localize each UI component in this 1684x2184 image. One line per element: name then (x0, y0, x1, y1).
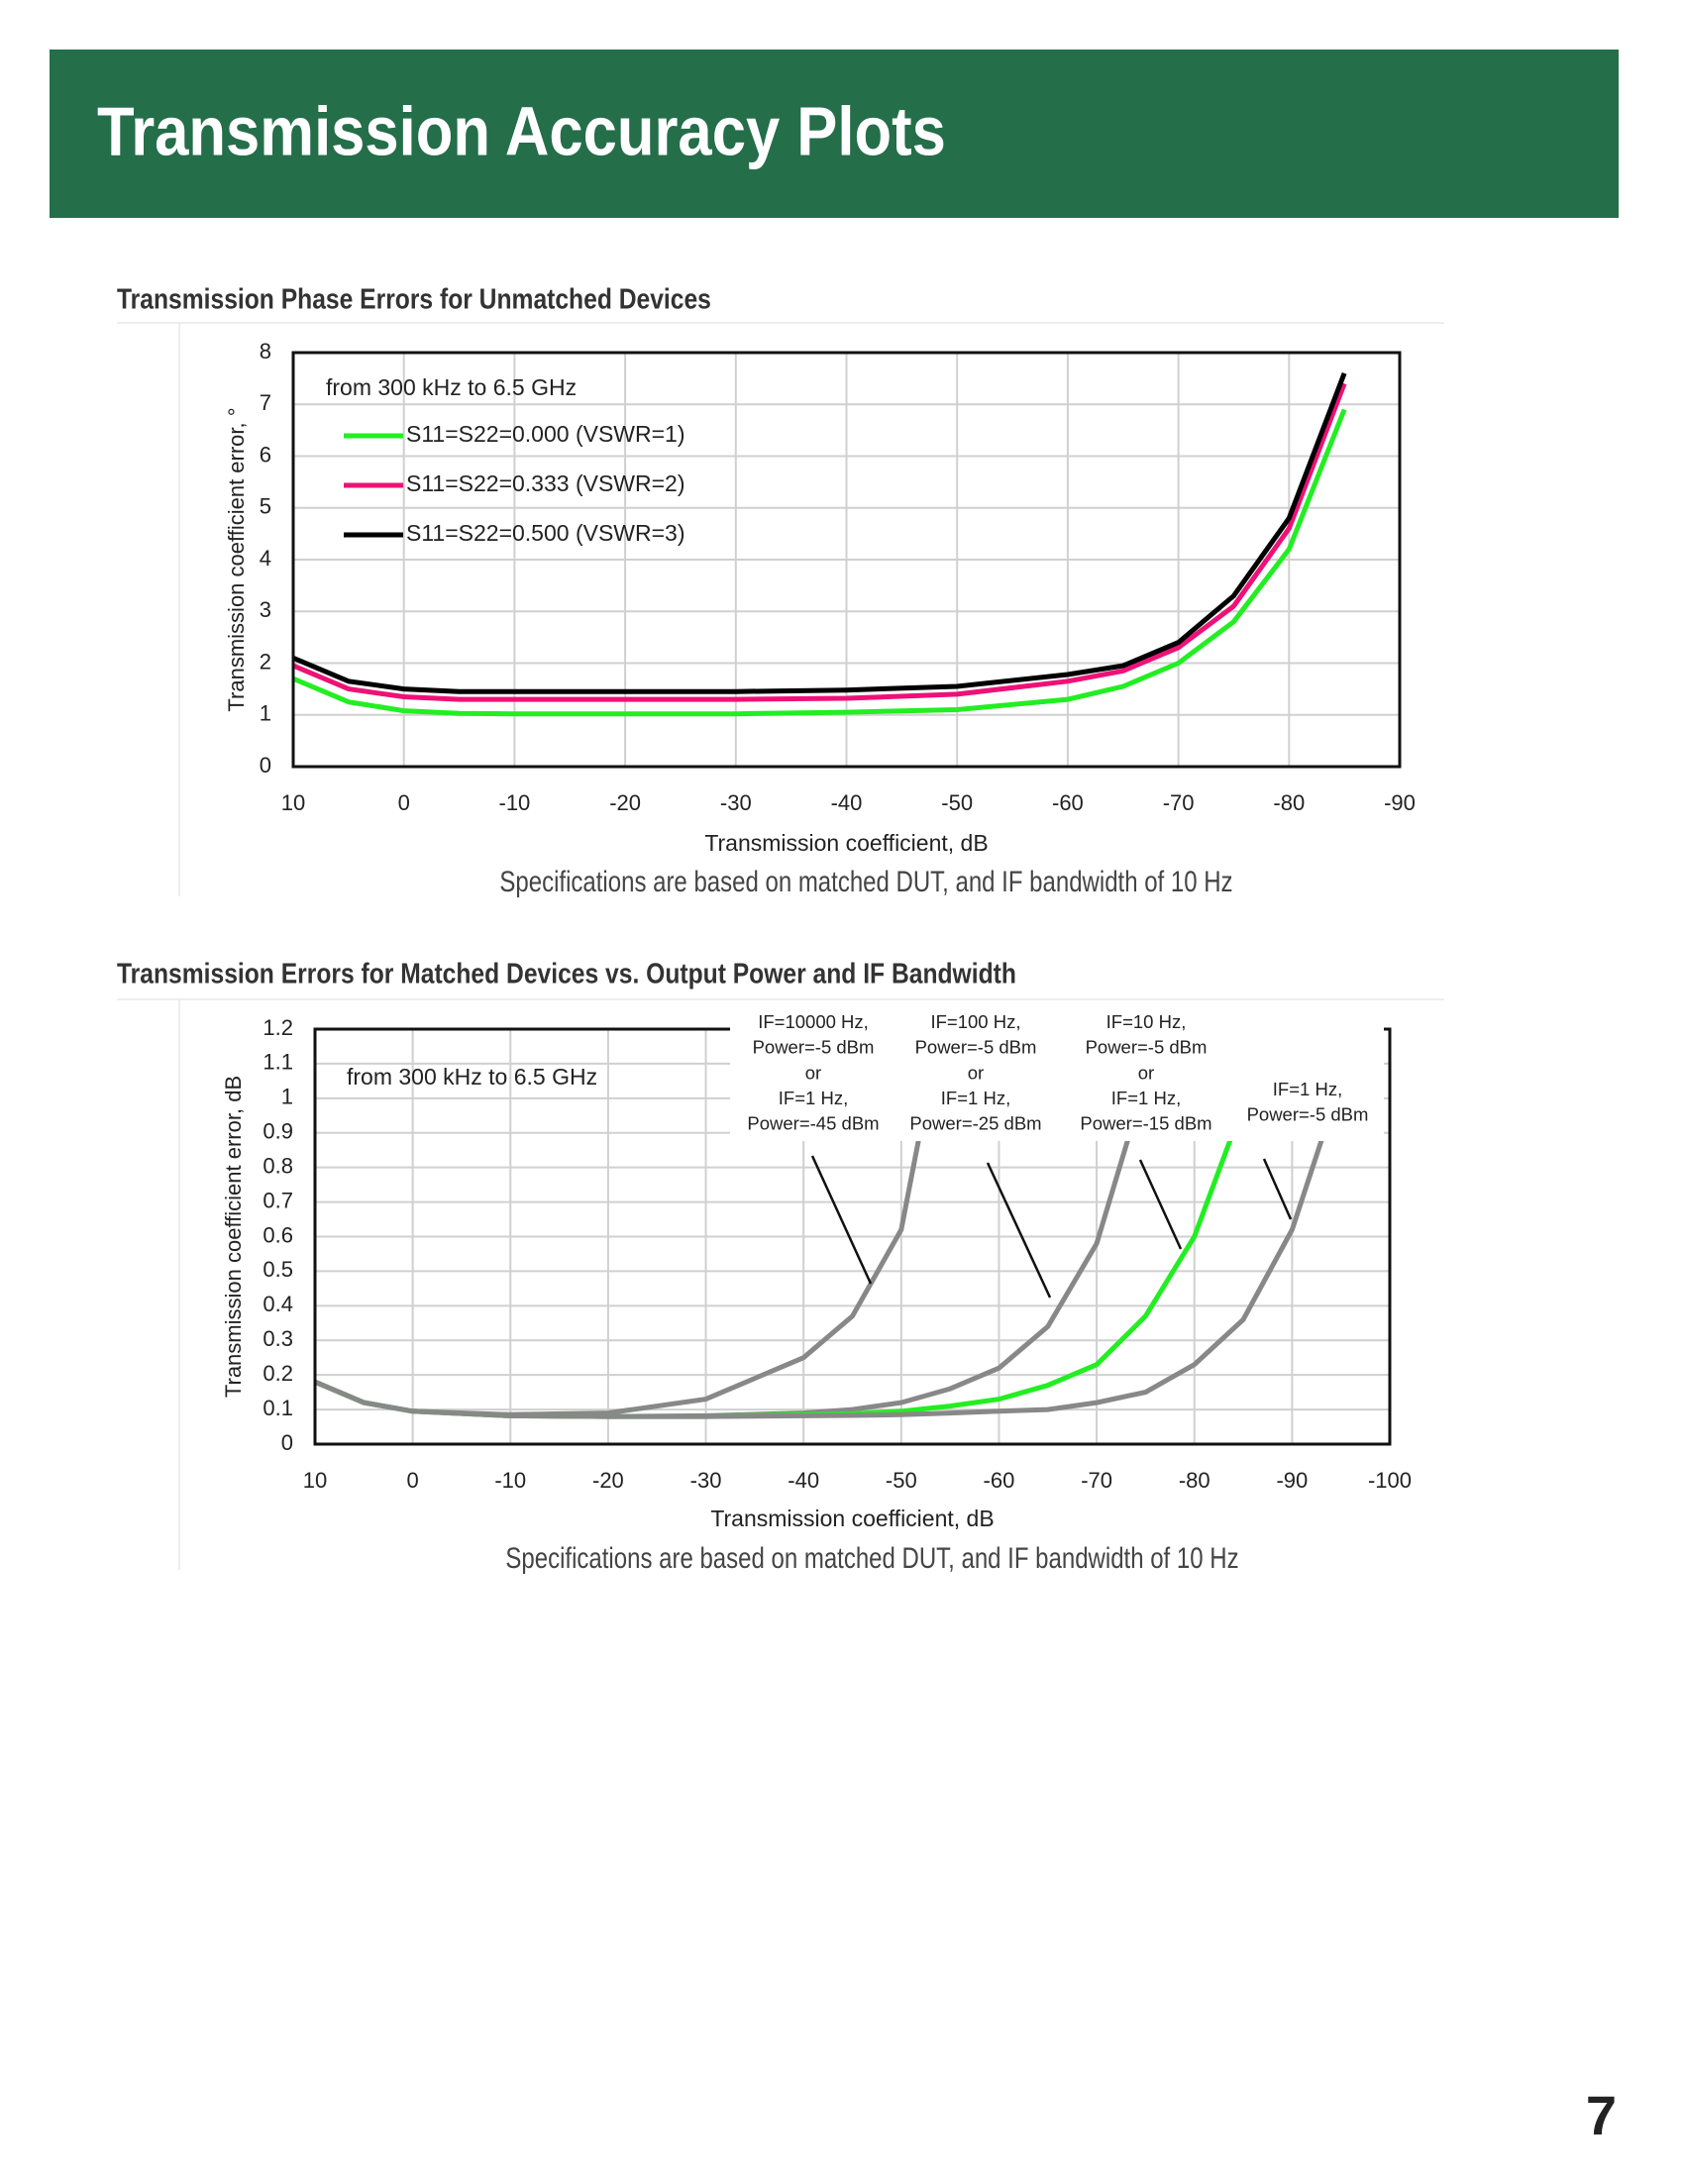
x-tick-label: -60 (1052, 790, 1084, 815)
series-label: Power=-25 dBm (909, 1113, 1041, 1134)
y-tick-label: 3 (260, 597, 271, 622)
y-tick-label: 4 (260, 546, 271, 571)
series-label: IF=10 Hz, (1106, 1011, 1187, 1032)
series-label: or (968, 1062, 984, 1083)
series-label: IF=10000 Hz, (758, 1011, 869, 1032)
x-tick-label: -100 (1368, 1468, 1412, 1493)
page-number: 7 (1586, 2084, 1617, 2146)
x-tick-label: -30 (690, 1468, 722, 1493)
caption: Specifications are based on matched DUT,… (505, 1540, 1238, 1574)
series-label: or (805, 1062, 821, 1083)
x-tick-label: -80 (1179, 1468, 1210, 1493)
series-label: Power=-5 dBm (1086, 1037, 1208, 1058)
leader-line (810, 1155, 873, 1285)
x-tick-label: -50 (941, 790, 973, 815)
y-tick-label: 2 (260, 649, 271, 674)
y-axis-label: Transmission coefficient error, ° (224, 407, 249, 711)
y-tick-label: 5 (260, 494, 271, 519)
x-tick-label: 10 (281, 790, 305, 815)
series-label: IF=1 Hz, (1111, 1088, 1181, 1108)
x-tick-label: 10 (303, 1468, 327, 1493)
x-axis-label: Transmission coefficient, dB (704, 830, 988, 856)
label-backdrop (730, 1010, 1384, 1141)
x-tick-label: -40 (831, 790, 863, 815)
caption: Specifications are based on matched DUT,… (499, 864, 1232, 897)
x-tick-label: -30 (720, 790, 752, 815)
series-label: Power=-5 dBm (915, 1037, 1037, 1058)
x-tick-label: 0 (398, 790, 410, 815)
section-title: Transmission Phase Errors for Unmatched … (117, 283, 711, 315)
y-tick-label: 1.1 (263, 1050, 293, 1075)
y-tick-label: 8 (260, 339, 271, 364)
series-label: IF=100 Hz, (930, 1011, 1020, 1032)
leader-line (986, 1162, 1052, 1299)
x-tick-label: -60 (984, 1468, 1015, 1493)
x-tick-label: -40 (788, 1468, 819, 1493)
series-line (293, 372, 1347, 694)
leader-line (1138, 1159, 1183, 1250)
x-tick-label: -70 (1081, 1468, 1112, 1493)
header-bar (50, 50, 1619, 218)
series-label: Power=-45 dBm (747, 1113, 879, 1134)
y-tick-label: 0.8 (263, 1153, 293, 1178)
series-line (293, 382, 1347, 702)
y-tick-label: 0.2 (263, 1361, 293, 1386)
y-tick-label: 0.4 (263, 1292, 293, 1316)
legend-label: S11=S22=0.500 (VSWR=3) (406, 520, 685, 546)
y-tick-label: 1 (281, 1085, 293, 1109)
y-tick-label: 0.1 (263, 1396, 293, 1420)
x-tick-label: -50 (886, 1468, 917, 1493)
x-axis-label: Transmission coefficient, dB (710, 1506, 994, 1531)
series-label: Power=-15 dBm (1080, 1113, 1211, 1134)
x-tick-label: -20 (609, 790, 641, 815)
series-line (315, 1080, 1344, 1419)
annotation: from 300 kHz to 6.5 GHz (326, 374, 577, 400)
x-tick-label: -80 (1273, 790, 1305, 815)
y-tick-label: 0.3 (263, 1326, 293, 1351)
x-tick-label: -10 (494, 1468, 526, 1493)
y-axis-label: Transmission coefficient error, dB (221, 1076, 246, 1398)
y-tick-label: 0 (281, 1430, 293, 1455)
legend-label: S11=S22=0.000 (VSWR=1) (406, 421, 685, 447)
header-title: Transmission Accuracy Plots (97, 92, 946, 170)
series-line (293, 408, 1347, 717)
y-tick-label: 7 (260, 390, 271, 415)
x-tick-label: -90 (1384, 790, 1416, 815)
series-label: Power=-5 dBm (753, 1037, 875, 1058)
y-tick-label: 0.9 (263, 1119, 293, 1144)
x-tick-label: -10 (499, 790, 531, 815)
x-tick-label: -90 (1276, 1468, 1308, 1493)
y-tick-label: 0.5 (263, 1257, 293, 1282)
series-label: Power=-5 dBm (1247, 1104, 1369, 1125)
series-label: IF=1 Hz, (779, 1088, 848, 1108)
legend-label: S11=S22=0.333 (VSWR=2) (406, 470, 685, 496)
x-tick-label: -20 (592, 1468, 624, 1493)
y-tick-label: 1.2 (263, 1015, 293, 1040)
series-label: IF=1 Hz, (1273, 1079, 1342, 1099)
section-title: Transmission Errors for Matched Devices … (117, 958, 1016, 989)
y-tick-label: 0 (260, 753, 271, 778)
y-tick-label: 6 (260, 442, 271, 467)
y-tick-label: 1 (260, 701, 271, 726)
plot-frame (291, 351, 1402, 769)
leader-line (1262, 1158, 1293, 1220)
series-label: or (1138, 1062, 1154, 1083)
series-label: IF=1 Hz, (941, 1088, 1010, 1108)
annotation: from 300 kHz to 6.5 GHz (347, 1064, 597, 1090)
y-tick-label: 0.6 (263, 1222, 293, 1247)
x-tick-label: 0 (407, 1468, 419, 1493)
y-tick-label: 0.7 (263, 1188, 293, 1212)
x-tick-label: -70 (1163, 790, 1195, 815)
